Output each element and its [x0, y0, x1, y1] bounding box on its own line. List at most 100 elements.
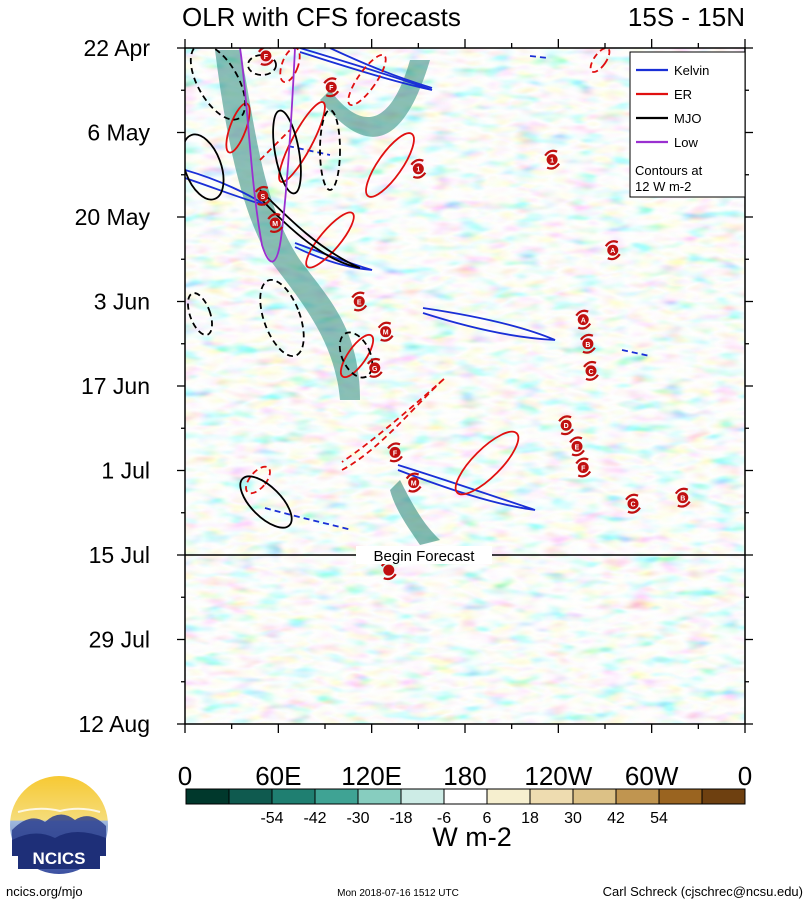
y-tick-label: 22 Apr — [84, 35, 151, 61]
colorbar-swatch — [314, 788, 359, 805]
storm-marker: B — [674, 487, 691, 508]
colorbar-swatch — [357, 788, 402, 805]
storm-marker: F — [387, 442, 403, 463]
kelvin-contour — [294, 242, 373, 271]
colorbar-label: 42 — [607, 810, 625, 827]
storm-label: F — [329, 85, 334, 92]
chart-title: OLR with CFS forecasts — [182, 2, 461, 32]
kelvin-contour — [329, 48, 433, 89]
mjo-contour — [239, 475, 293, 529]
colorbar-swatch — [529, 788, 574, 805]
storm-marker: 1 — [410, 158, 427, 179]
colorbar-swatch — [572, 788, 617, 805]
colorbar-label: 18 — [521, 810, 539, 827]
mjo-contour — [272, 109, 302, 195]
low-contour — [239, 48, 296, 263]
legend-label-low: Low — [674, 135, 698, 150]
colorbar-label: -54 — [260, 810, 283, 827]
y-tick-label: 20 May — [75, 204, 151, 230]
storm-label: B — [680, 496, 685, 503]
storm-label: 1 — [416, 167, 420, 174]
colorbar-swatch — [486, 788, 531, 805]
mjo-contour — [189, 48, 247, 121]
storm-label: D — [564, 423, 569, 430]
legend: Kelvin ER MJO Low Contours at 12 W m-2 — [629, 51, 746, 198]
kelvin-contour — [397, 464, 536, 511]
storm-label: S — [260, 194, 265, 201]
logo-text: NCICS — [33, 849, 86, 868]
legend-note-line2: 12 W m-2 — [635, 179, 691, 194]
storm-marker: M — [377, 321, 394, 342]
storm-label: M — [272, 221, 278, 228]
colorbar-label: -30 — [346, 810, 369, 827]
er-contour — [245, 465, 271, 495]
x-tick-label: 60E — [255, 761, 301, 791]
storm-label: C — [630, 502, 635, 509]
storm-label: A — [581, 318, 586, 325]
storm-marker: E — [569, 436, 585, 457]
storm-marker: S — [254, 185, 271, 206]
mjo-contour — [259, 279, 305, 357]
mjo-contour — [187, 292, 213, 336]
kelvin-contour — [264, 507, 353, 531]
colorbar-swatch — [658, 788, 703, 805]
storm-marker: F — [257, 48, 274, 66]
y-tick-label: 12 Aug — [78, 711, 150, 737]
storm-label: 1 — [550, 158, 554, 165]
colorbar-swatch — [701, 788, 746, 805]
storm-marker: C — [625, 493, 641, 514]
er-contour — [339, 333, 375, 379]
colorbar — [185, 788, 746, 805]
storm-marker: F — [575, 457, 592, 478]
mjo-contour — [319, 109, 341, 191]
y-tick-label: 29 Jul — [89, 627, 150, 653]
storm-label: F — [581, 465, 586, 472]
colorbar-swatch — [400, 788, 445, 805]
mjo-contour — [185, 133, 225, 201]
storm-label: M — [383, 330, 389, 337]
x-tick-label: 0 — [178, 761, 192, 791]
x-tick-label: 180 — [443, 761, 486, 791]
storm-marker: A — [604, 240, 621, 261]
mjo-contour — [259, 189, 361, 269]
y-tick-label: 3 Jun — [94, 289, 150, 315]
mjo-contour — [338, 331, 374, 379]
storm-label: F — [264, 54, 269, 61]
colorbar-swatch — [185, 788, 230, 805]
colorbar-label: 30 — [564, 810, 582, 827]
er-contour — [589, 48, 611, 73]
storm-marker: F — [323, 77, 340, 98]
er-contour — [365, 132, 415, 198]
colorbar-swatch — [443, 788, 488, 805]
er-contour — [341, 377, 446, 471]
legend-label-er: ER — [674, 87, 692, 102]
storm-marker: G — [366, 357, 383, 378]
storm-label: G — [372, 366, 378, 373]
x-tick-label: 120E — [341, 761, 402, 791]
legend-label-mjo: MJO — [674, 111, 701, 126]
kelvin-contour — [299, 48, 433, 91]
storm-marker: D — [558, 415, 575, 436]
forecast-start-label: Begin Forecast — [374, 548, 476, 565]
ncics-logo: NCICS — [10, 776, 108, 874]
storm-label: E — [575, 444, 580, 451]
x-tick-label: 120W — [524, 761, 592, 791]
storm-marker: B — [579, 333, 596, 354]
storm-marker: C — [583, 360, 599, 381]
y-tick-label: 1 Jul — [101, 458, 150, 484]
storm-marker: M — [405, 472, 422, 493]
mjo-contour — [247, 54, 277, 76]
storm-label: C — [588, 369, 593, 376]
er-contour — [305, 211, 355, 269]
footer-website[interactable]: ncics.org/mjo — [6, 884, 83, 899]
colorbar-label: -42 — [303, 810, 326, 827]
x-tick-label: 60W — [625, 761, 679, 791]
storm-label: M — [411, 481, 417, 488]
y-tick-label: 15 Jul — [89, 542, 150, 568]
colorbar-unit: W m-2 — [432, 822, 511, 852]
storm-marker: 1 — [544, 149, 561, 170]
colorbar-label: 54 — [650, 810, 668, 827]
er-contour — [347, 53, 387, 107]
footer-author: Carl Schreck (cjschrec@ncsu.edu) — [603, 884, 803, 899]
